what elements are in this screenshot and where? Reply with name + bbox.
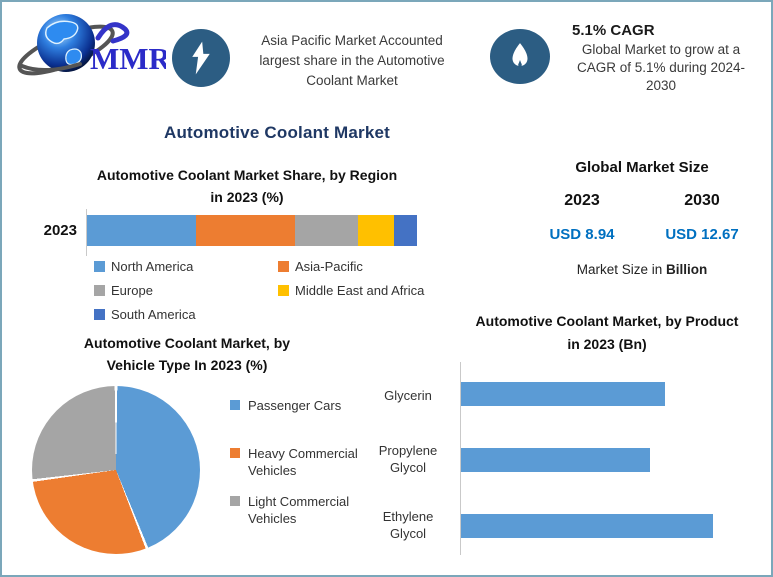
legend-label: Europe: [111, 283, 153, 298]
legend-item-north-america: North America: [94, 259, 269, 275]
legend-item-middle-east-africa: Middle East and Africa: [278, 283, 463, 299]
region-bar-segment: [294, 215, 358, 246]
legend-swatch: [278, 261, 289, 272]
region-bar-segment: [87, 215, 196, 246]
product-label-ethylene-glycol: Ethylene Glycol: [382, 509, 434, 541]
cagr-line: Global Market to grow at a: [581, 42, 741, 57]
region-legend-col1: North America Europe South America: [94, 259, 269, 331]
region-bar-segment: [357, 215, 394, 246]
region-chart-title-line: in 2023 (%): [210, 189, 284, 205]
product-label-propylene-glycol: Propylene Glycol: [378, 443, 438, 475]
market-size-note-regular: Market Size in: [576, 262, 667, 277]
market-size-value-2023: USD 8.94: [549, 226, 615, 243]
legend-swatch: [94, 285, 105, 296]
legend-label: Passenger Cars: [248, 398, 342, 413]
flame-icon: [512, 42, 528, 67]
region-bar-segment: [393, 215, 417, 246]
legend-item-light-commercial: Light Commercial Vehicles: [230, 493, 349, 527]
cagr-highlight: 5.1% CAGR Global Market to grow at a CAG…: [558, 22, 764, 95]
legend-item-south-america: South America: [94, 307, 269, 323]
region-bar-segment: [195, 215, 295, 246]
legend-swatch: [230, 496, 240, 506]
legend-label: Asia-Pacific: [295, 259, 363, 274]
product-chart-title-line: Automotive Coolant Market, by Product: [475, 313, 739, 329]
legend-swatch: [278, 285, 289, 296]
lightning-icon: [192, 41, 210, 75]
legend-label: North America: [111, 259, 194, 274]
legend-label: South America: [111, 307, 196, 322]
market-size-values: USD 8.94 USD 12.67: [527, 226, 757, 243]
region-chart-axis: [86, 209, 87, 256]
market-size-year-2030: 2030: [684, 192, 720, 209]
region-legend-col2: Asia-Pacific Middle East and Africa: [278, 259, 463, 307]
legend-item-asia-pacific: Asia-Pacific: [278, 259, 463, 275]
market-size-note: Market Size in Billion: [532, 262, 752, 277]
vehicle-chart-title-line: Automotive Coolant Market, by: [83, 335, 291, 351]
share-highlight-line: Coolant Market: [306, 73, 398, 88]
share-highlight-line: Asia Pacific Market Accounted: [261, 33, 443, 48]
legend-label: Light Commercial Vehicles: [248, 494, 350, 526]
legend-swatch: [94, 309, 105, 320]
product-chart-axis: [460, 362, 461, 555]
vehicle-chart-title-line: Vehicle Type In 2023 (%): [106, 357, 268, 373]
product-bar: [461, 448, 650, 472]
logo-wordmark: MMR: [90, 41, 166, 76]
market-size-value-2030: USD 12.67: [665, 226, 739, 243]
page-title: Automotive Coolant Market: [163, 123, 391, 142]
region-year-label: 2023: [43, 222, 77, 239]
vehicle-chart-title: Automotive Coolant Market, by Vehicle Ty…: [27, 332, 347, 376]
market-size-title: Global Market Size: [575, 159, 709, 176]
cagr-line: CAGR of 5.1% during 2024-: [576, 60, 746, 75]
globe-icon: MMR: [17, 14, 172, 76]
legend-swatch: [94, 261, 105, 272]
region-stacked-bar: [87, 215, 417, 246]
region-chart-title-line: Automotive Coolant Market Share, by Regi…: [96, 167, 398, 183]
cagr-badge-circle: [490, 29, 550, 84]
legend-label: Heavy Commercial Vehicles: [248, 446, 358, 478]
share-badge-circle: [172, 29, 230, 87]
legend-swatch: [230, 400, 240, 410]
product-chart-title-line: in 2023 (Bn): [567, 336, 647, 352]
share-highlight-line: largest share in the Automotive: [259, 53, 445, 68]
legend-item-passenger-cars: Passenger Cars: [230, 397, 341, 414]
cagr-line: 2030: [645, 78, 677, 93]
product-bar: [461, 382, 665, 406]
share-highlight-text: Asia Pacific Market Accounted largest sh…: [240, 31, 464, 91]
legend-item-heavy-commercial: Heavy Commercial Vehicles: [230, 445, 358, 479]
market-size-years: 2023 2030: [532, 192, 752, 210]
product-bar: [461, 514, 713, 538]
legend-swatch: [230, 448, 240, 458]
legend-label: Middle East and Africa: [295, 283, 425, 298]
vehicle-pie-chart: [32, 386, 200, 554]
product-chart-title: Automotive Coolant Market, by Product in…: [442, 310, 771, 356]
market-size-note-bold: Billion: [666, 262, 708, 277]
region-chart-title: Automotive Coolant Market Share, by Regi…: [32, 164, 462, 208]
mmr-logo: MMR: [14, 8, 172, 76]
cagr-title: 5.1% CAGR: [572, 22, 655, 39]
product-label-glycerin: Glycerin: [384, 388, 432, 403]
legend-item-europe: Europe: [94, 283, 269, 299]
market-size-year-2023: 2023: [564, 192, 600, 209]
cagr-text: Global Market to grow at a CAGR of 5.1% …: [558, 41, 764, 95]
